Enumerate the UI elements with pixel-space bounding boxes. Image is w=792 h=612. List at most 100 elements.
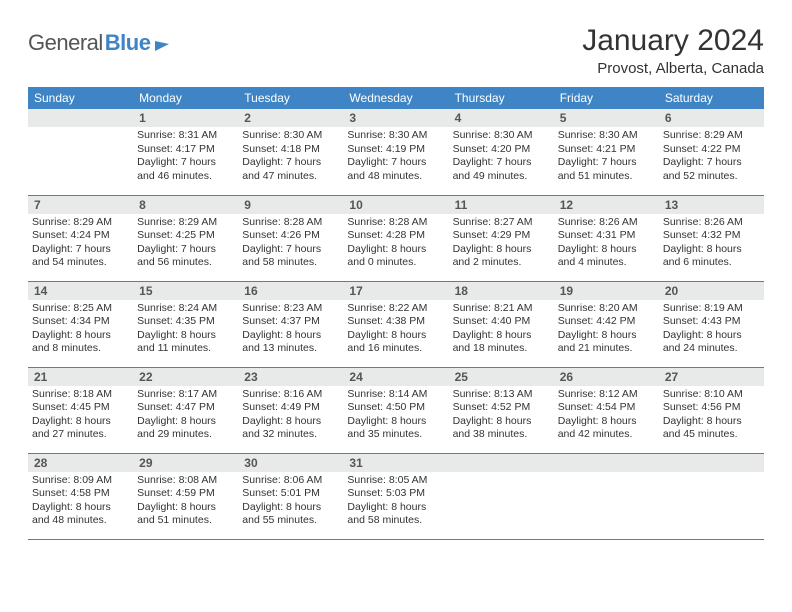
- daylight-text: Daylight: 8 hours and 55 minutes.: [242, 501, 339, 528]
- day-number: 9: [238, 196, 343, 214]
- sunset-text: Sunset: 4:28 PM: [347, 229, 444, 243]
- dayname-tuesday: Tuesday: [238, 87, 343, 109]
- daylight-text: Daylight: 8 hours and 16 minutes.: [347, 329, 444, 356]
- day-body: Sunrise: 8:13 AMSunset: 4:52 PMDaylight:…: [453, 388, 550, 443]
- day-number: 8: [133, 196, 238, 214]
- sunrise-text: Sunrise: 8:30 AM: [347, 129, 444, 143]
- day-body: Sunrise: 8:29 AMSunset: 4:25 PMDaylight:…: [137, 216, 234, 271]
- day-body: Sunrise: 8:26 AMSunset: 4:31 PMDaylight:…: [558, 216, 655, 271]
- daylight-text: Daylight: 8 hours and 27 minutes.: [32, 415, 129, 442]
- daylight-text: Daylight: 8 hours and 24 minutes.: [663, 329, 760, 356]
- calendar-cell: 2Sunrise: 8:30 AMSunset: 4:18 PMDaylight…: [238, 109, 343, 195]
- calendar-cell: 19Sunrise: 8:20 AMSunset: 4:42 PMDayligh…: [554, 281, 659, 367]
- day-number: 29: [133, 454, 238, 472]
- calendar-cell: 17Sunrise: 8:22 AMSunset: 4:38 PMDayligh…: [343, 281, 448, 367]
- day-number: 27: [659, 368, 764, 386]
- sunset-text: Sunset: 4:26 PM: [242, 229, 339, 243]
- daylight-text: Daylight: 7 hours and 46 minutes.: [137, 156, 234, 183]
- day-body: Sunrise: 8:16 AMSunset: 4:49 PMDaylight:…: [242, 388, 339, 443]
- calendar-cell: 20Sunrise: 8:19 AMSunset: 4:43 PMDayligh…: [659, 281, 764, 367]
- sunset-text: Sunset: 4:40 PM: [453, 315, 550, 329]
- calendar-cell: 25Sunrise: 8:13 AMSunset: 4:52 PMDayligh…: [449, 367, 554, 453]
- sunset-text: Sunset: 4:43 PM: [663, 315, 760, 329]
- sunrise-text: Sunrise: 8:28 AM: [347, 216, 444, 230]
- day-number: 11: [449, 196, 554, 214]
- title-block: January 2024 Provost, Alberta, Canada: [582, 24, 764, 77]
- calendar-week-row: 7Sunrise: 8:29 AMSunset: 4:24 PMDaylight…: [28, 195, 764, 281]
- dayname-friday: Friday: [554, 87, 659, 109]
- day-number: 28: [28, 454, 133, 472]
- day-number: 23: [238, 368, 343, 386]
- daylight-text: Daylight: 8 hours and 32 minutes.: [242, 415, 339, 442]
- day-body: Sunrise: 8:23 AMSunset: 4:37 PMDaylight:…: [242, 302, 339, 357]
- day-number: 30: [238, 454, 343, 472]
- dayname-sunday: Sunday: [28, 87, 133, 109]
- page-header: General Blue January 2024 Provost, Alber…: [28, 24, 764, 77]
- daylight-text: Daylight: 8 hours and 21 minutes.: [558, 329, 655, 356]
- sunrise-text: Sunrise: 8:22 AM: [347, 302, 444, 316]
- day-body: Sunrise: 8:20 AMSunset: 4:42 PMDaylight:…: [558, 302, 655, 357]
- calendar-cell: 21 Sunrise: 8:18 AMSunset: 4:45 PMDayligh…: [28, 367, 133, 453]
- month-title: January 2024: [582, 24, 764, 58]
- sunrise-text: Sunrise: 8:25 AM: [32, 302, 129, 316]
- day-number: 1: [133, 109, 238, 127]
- day-body: Sunrise: 8:18 AMSunset: 4:45 PMDaylight:…: [32, 388, 129, 443]
- day-body: Sunrise: 8:21 AMSunset: 4:40 PMDaylight:…: [453, 302, 550, 357]
- day-number: 3: [343, 109, 448, 127]
- day-body: Sunrise: 8:24 AMSunset: 4:35 PMDaylight:…: [137, 302, 234, 357]
- daylight-text: Daylight: 7 hours and 56 minutes.: [137, 243, 234, 270]
- sunrise-text: Sunrise: 8:29 AM: [137, 216, 234, 230]
- day-body: Sunrise: 8:30 AMSunset: 4:18 PMDaylight:…: [242, 129, 339, 184]
- daylight-text: Daylight: 8 hours and 4 minutes.: [558, 243, 655, 270]
- calendar-week-row: 21 Sunrise: 8:18 AMSunset: 4:45 PMDayligh…: [28, 367, 764, 453]
- sunset-text: Sunset: 4:22 PM: [663, 143, 760, 157]
- calendar-cell: 14Sunrise: 8:25 AMSunset: 4:34 PMDayligh…: [28, 281, 133, 367]
- calendar-cell: [28, 109, 133, 195]
- location-text: Provost, Alberta, Canada: [582, 60, 764, 77]
- sunset-text: Sunset: 4:31 PM: [558, 229, 655, 243]
- calendar-table: Sunday Monday Tuesday Wednesday Thursday…: [28, 87, 764, 540]
- sunrise-text: Sunrise: 8:13 AM: [453, 388, 550, 402]
- sunrise-text: Sunrise: 8:23 AM: [242, 302, 339, 316]
- sunset-text: Sunset: 4:49 PM: [242, 401, 339, 415]
- sunset-text: Sunset: 4:42 PM: [558, 315, 655, 329]
- calendar-cell: 31Sunrise: 8:05 AMSunset: 5:03 PMDayligh…: [343, 453, 448, 539]
- logo-text-blue: Blue: [105, 30, 151, 56]
- daylight-text: Daylight: 8 hours and 0 minutes.: [347, 243, 444, 270]
- daylight-text: Daylight: 7 hours and 47 minutes.: [242, 156, 339, 183]
- day-number: 12: [554, 196, 659, 214]
- day-number: 20: [659, 282, 764, 300]
- dayname-saturday: Saturday: [659, 87, 764, 109]
- day-number: 31: [343, 454, 448, 472]
- dayname-thursday: Thursday: [449, 87, 554, 109]
- day-body: Sunrise: 8:29 AMSunset: 4:24 PMDaylight:…: [32, 216, 129, 271]
- logo-text-general: General: [28, 30, 103, 56]
- sunrise-text: Sunrise: 8:08 AM: [137, 474, 234, 488]
- sunset-text: Sunset: 4:37 PM: [242, 315, 339, 329]
- sunset-text: Sunset: 4:18 PM: [242, 143, 339, 157]
- day-number: 4: [449, 109, 554, 127]
- daylight-text: Daylight: 8 hours and 48 minutes.: [32, 501, 129, 528]
- day-number: 21: [28, 368, 133, 386]
- daylight-text: Daylight: 8 hours and 8 minutes.: [32, 329, 129, 356]
- calendar-cell: 6Sunrise: 8:29 AMSunset: 4:22 PMDaylight…: [659, 109, 764, 195]
- calendar-cell: 8 Sunrise: 8:29 AMSunset: 4:25 PMDaylight…: [133, 195, 238, 281]
- day-body: Sunrise: 8:14 AMSunset: 4:50 PMDaylight:…: [347, 388, 444, 443]
- sunset-text: Sunset: 5:01 PM: [242, 487, 339, 501]
- day-number: 10: [343, 196, 448, 214]
- calendar-cell: 23 Sunrise: 8:16 AMSunset: 4:49 PMDayligh…: [238, 367, 343, 453]
- sunrise-text: Sunrise: 8:20 AM: [558, 302, 655, 316]
- daylight-text: Daylight: 8 hours and 18 minutes.: [453, 329, 550, 356]
- daylight-text: Daylight: 8 hours and 42 minutes.: [558, 415, 655, 442]
- calendar-cell: 3Sunrise: 8:30 AMSunset: 4:19 PMDaylight…: [343, 109, 448, 195]
- day-body: Sunrise: 8:30 AMSunset: 4:20 PMDaylight:…: [453, 129, 550, 184]
- calendar-week-row: 14Sunrise: 8:25 AMSunset: 4:34 PMDayligh…: [28, 281, 764, 367]
- calendar-cell: 26Sunrise: 8:12 AMSunset: 4:54 PMDayligh…: [554, 367, 659, 453]
- calendar-cell: 18Sunrise: 8:21 AMSunset: 4:40 PMDayligh…: [449, 281, 554, 367]
- sunset-text: Sunset: 4:47 PM: [137, 401, 234, 415]
- daylight-text: Daylight: 8 hours and 51 minutes.: [137, 501, 234, 528]
- calendar-cell: 9Sunrise: 8:28 AMSunset: 4:26 PMDaylight…: [238, 195, 343, 281]
- sunset-text: Sunset: 4:20 PM: [453, 143, 550, 157]
- daylight-text: Daylight: 8 hours and 13 minutes.: [242, 329, 339, 356]
- day-body: Sunrise: 8:09 AMSunset: 4:58 PMDaylight:…: [32, 474, 129, 529]
